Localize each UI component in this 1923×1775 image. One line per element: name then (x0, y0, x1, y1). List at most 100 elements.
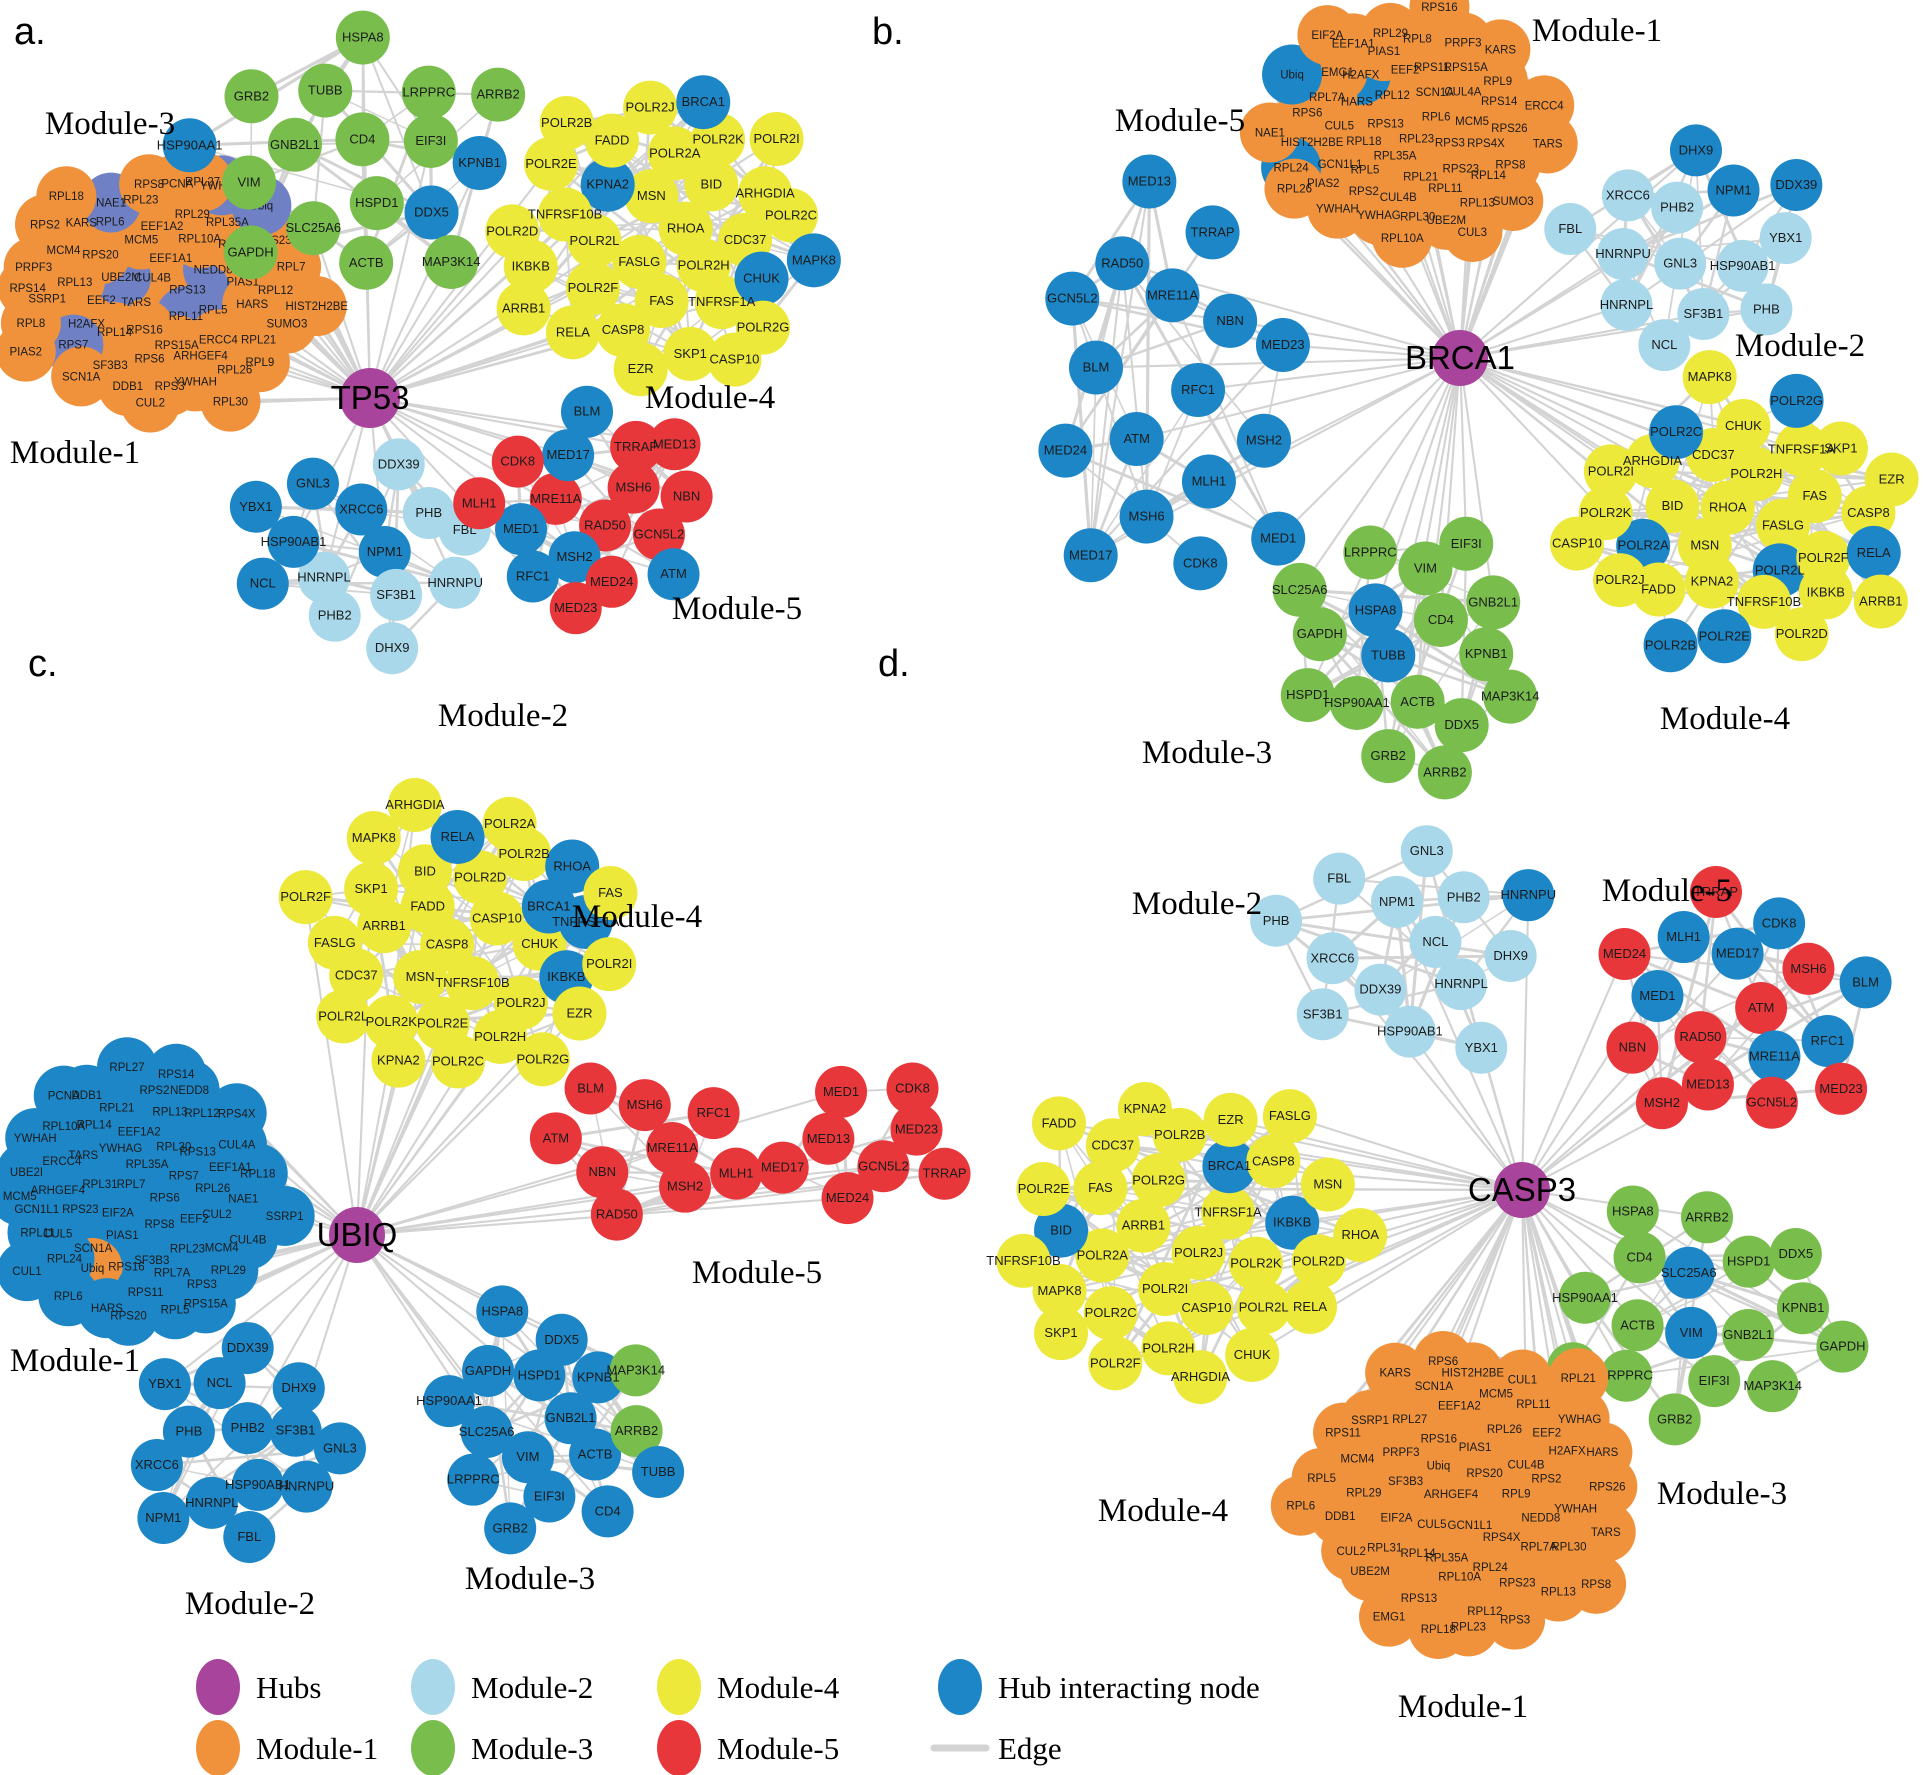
node-atm (1109, 412, 1164, 467)
node-eif3i (523, 1470, 576, 1523)
node-label: RPL11 (1516, 1399, 1550, 1411)
node-label: CASP8 (426, 937, 469, 952)
node-label: RPS3 (155, 381, 185, 393)
node-label: MCM5 (1455, 116, 1489, 128)
node-label: DHX9 (1493, 948, 1528, 963)
node-label: GAPDH (465, 1363, 511, 1378)
node-vim (1398, 541, 1453, 596)
node-label: RPS15A (184, 1298, 228, 1310)
node-label: XRCC6 (135, 1457, 179, 1472)
node-label: KPNA2 (1124, 1101, 1167, 1116)
node-label: DDX39 (227, 1340, 269, 1355)
node-casp10 (707, 332, 762, 387)
node-label: POLR2I (1588, 463, 1634, 478)
node-label: POLR2E (1018, 1181, 1070, 1196)
node-gapdh (462, 1344, 515, 1397)
node-blm (1839, 956, 1892, 1009)
node-label: IKBKB (512, 258, 550, 273)
node-label: RPL13 (1541, 1586, 1576, 1598)
node-label: EEF1A2 (118, 1126, 161, 1138)
node-rps14 (0, 257, 58, 318)
node-label: KPNA2 (586, 177, 629, 192)
node-rfc1 (506, 550, 559, 603)
node-label: CUL2 (136, 398, 165, 410)
node-hsp90ab1 (267, 515, 320, 568)
node-label: ARRB2 (1423, 764, 1466, 779)
node-gapdh (1292, 607, 1347, 662)
node-label: YWHAH (1554, 1503, 1597, 1515)
node-label: RPL14 (1471, 170, 1507, 182)
nodes: NCL DDX39 NPM1 HNRNPL XRCC6 PHB2 HSP90AB1 FBL DH… (986, 825, 1892, 1659)
module-label: Module-4 (1660, 701, 1790, 737)
node-polr2h (1729, 446, 1784, 501)
node-kpnb1 (452, 136, 507, 191)
node-ezr (1864, 452, 1919, 507)
node-map3k14 (424, 234, 479, 289)
node-fadd (1031, 1096, 1086, 1151)
node-label: POLR2D (486, 223, 538, 238)
node-label: MRE11A (1749, 1048, 1800, 1063)
node-label: MCM5 (3, 1191, 37, 1203)
node-label: ARHGEF4 (1424, 1489, 1479, 1501)
node-arrb2 (1681, 1191, 1734, 1244)
node-label: RPS16 (1421, 1434, 1457, 1446)
node-label: CUL4A (218, 1139, 255, 1151)
node-label: FASLG (618, 254, 660, 269)
node-rps11 (1313, 1402, 1374, 1463)
node-arhgdia (1173, 1350, 1228, 1405)
node-label: POLR2L (318, 1008, 368, 1023)
Module-5-cluster: RFC1 ATM MRE11A MLH1 BLM NBN MSH6 RAD50 MSH2 MED2… (1038, 154, 1310, 591)
Module-3-cluster: CD4 HSPD1 GNB2L1 EIF3I SLC25A6 TUBB DDX5 VIM LRP… (157, 10, 526, 290)
node-rps20 (98, 1285, 159, 1346)
node-label: PHB2 (318, 608, 352, 623)
node-faslg (307, 915, 362, 970)
node-label: RHOA (553, 858, 591, 873)
node-label: RPL18 (1346, 136, 1381, 148)
node-label: EIF3I (1699, 1373, 1730, 1388)
node-msh6 (1119, 489, 1174, 544)
node-label: RAD50 (1101, 255, 1143, 270)
module-label: Module-5 (1115, 103, 1245, 139)
node-label: RPL27 (185, 177, 220, 189)
node-rhoa (1333, 1208, 1388, 1263)
node-label: RPS3 (187, 1279, 217, 1291)
node-label: BID (414, 863, 436, 878)
node-label: RFC1 (1181, 382, 1215, 397)
node-label: TARS (121, 297, 151, 309)
node-label: MED17 (1069, 547, 1112, 562)
node-med17 (1711, 927, 1764, 980)
node-nbn (660, 470, 713, 523)
legend-label: Hubs (256, 1670, 321, 1705)
node-mlh1 (1657, 911, 1710, 964)
node-label: RPL14 (1400, 1548, 1436, 1560)
node-label: EIF3I (1451, 536, 1482, 551)
node-mlh1 (1181, 454, 1236, 509)
node-label: POLR2D (454, 869, 506, 884)
node-label: POLR2G (1770, 393, 1823, 408)
node-ezr (1203, 1092, 1258, 1147)
node-label: GNL3 (323, 1440, 357, 1455)
node-label: FAS (1088, 1180, 1113, 1195)
node-label: YBX1 (239, 499, 272, 514)
node-label: MRE11A (530, 491, 581, 506)
node-faslg (1262, 1089, 1317, 1144)
node-label: FBL (1558, 221, 1582, 236)
node-ncl (1409, 915, 1462, 968)
node-label: SLC25A6 (1272, 582, 1328, 597)
node-ddx39 (1354, 963, 1407, 1016)
node-label: RPS2 (139, 1085, 169, 1097)
node-label: MAPK8 (352, 830, 396, 845)
node-rela (1846, 525, 1901, 580)
node-hspa8 (1606, 1185, 1659, 1238)
node-label: GRB2 (1657, 1411, 1692, 1426)
node-med1 (815, 1065, 868, 1118)
node-label: RPL12 (1467, 1606, 1502, 1618)
module-label: Module-3 (1657, 1476, 1787, 1512)
node-label: EZR (628, 361, 654, 376)
node-label: KPNB1 (577, 1369, 620, 1384)
node-label: RPL21 (99, 1102, 134, 1114)
node-label: DDB1 (71, 1090, 102, 1102)
node-label: ATM (1748, 1000, 1774, 1015)
node-label: TARS (1591, 1527, 1621, 1539)
node-label: YWHAH (174, 376, 217, 388)
